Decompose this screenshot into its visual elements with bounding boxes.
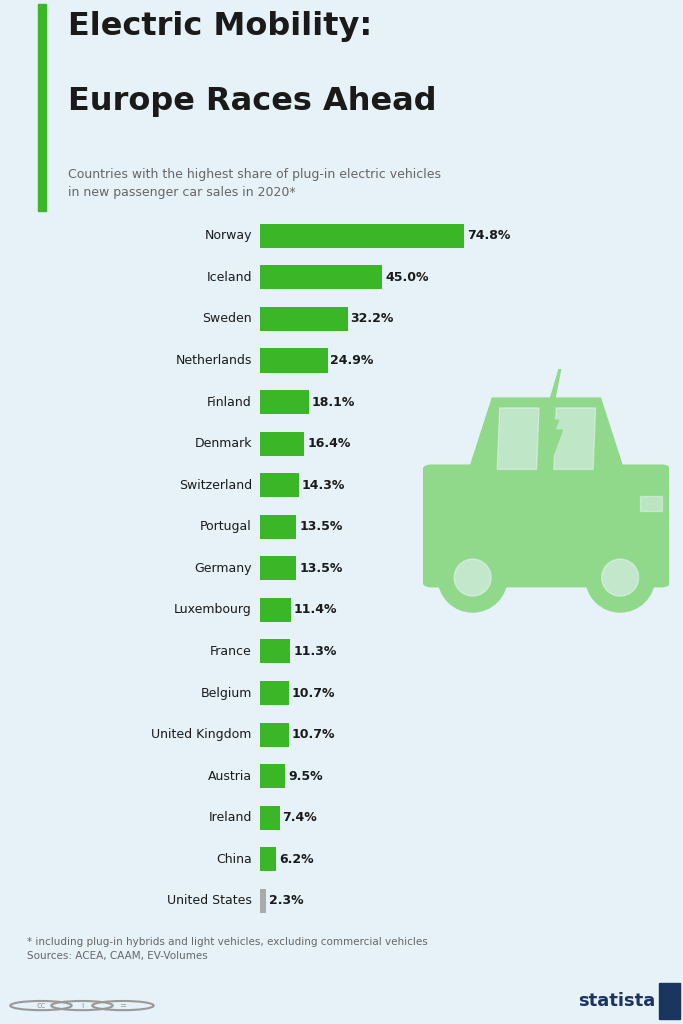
Bar: [260, 556, 296, 581]
Bar: [260, 307, 348, 331]
Text: United States: United States: [167, 894, 252, 907]
Bar: [260, 265, 382, 290]
Text: 74.8%: 74.8%: [466, 229, 510, 243]
Text: United Kingdom: United Kingdom: [152, 728, 252, 741]
Text: statista: statista: [579, 992, 656, 1011]
Polygon shape: [468, 398, 625, 474]
Text: 11.4%: 11.4%: [294, 603, 337, 616]
Text: 11.3%: 11.3%: [293, 645, 337, 658]
Bar: [659, 983, 680, 1019]
Text: Electric Mobility:: Electric Mobility:: [68, 10, 372, 42]
Bar: [260, 598, 291, 622]
Text: Portugal: Portugal: [200, 520, 252, 534]
Text: 18.1%: 18.1%: [311, 395, 355, 409]
Circle shape: [602, 559, 639, 596]
Bar: [260, 847, 277, 871]
Circle shape: [438, 543, 507, 612]
Text: i: i: [81, 1001, 83, 1010]
Text: Switzerland: Switzerland: [179, 478, 252, 492]
FancyBboxPatch shape: [421, 465, 672, 588]
Text: Netherlands: Netherlands: [176, 354, 252, 367]
Bar: [260, 515, 296, 539]
Text: Germany: Germany: [194, 562, 252, 574]
Polygon shape: [497, 408, 539, 469]
Text: 14.3%: 14.3%: [301, 478, 345, 492]
Text: Iceland: Iceland: [206, 271, 252, 284]
Polygon shape: [640, 497, 662, 511]
Text: Luxembourg: Luxembourg: [174, 603, 252, 616]
Bar: [260, 806, 280, 829]
Text: Europe Races Ahead: Europe Races Ahead: [68, 86, 437, 117]
Text: France: France: [210, 645, 252, 658]
Text: Sweden: Sweden: [202, 312, 252, 326]
Bar: [260, 764, 285, 788]
Text: =: =: [120, 1001, 126, 1010]
Text: Ireland: Ireland: [208, 811, 252, 824]
Text: 7.4%: 7.4%: [283, 811, 317, 824]
Polygon shape: [533, 354, 563, 484]
Bar: [260, 723, 289, 746]
Bar: [260, 639, 290, 664]
Text: cc: cc: [36, 1001, 46, 1010]
Text: 9.5%: 9.5%: [288, 770, 323, 782]
Text: 13.5%: 13.5%: [299, 520, 343, 534]
Text: 6.2%: 6.2%: [279, 853, 313, 865]
Text: 2.3%: 2.3%: [268, 894, 303, 907]
Text: 24.9%: 24.9%: [331, 354, 374, 367]
Bar: [38, 4, 46, 211]
Bar: [260, 473, 298, 498]
Text: 10.7%: 10.7%: [292, 686, 335, 699]
Text: * including plug-in hybrids and light vehicles, excluding commercial vehicles
So: * including plug-in hybrids and light ve…: [27, 937, 428, 961]
Text: Denmark: Denmark: [194, 437, 252, 451]
Bar: [260, 348, 328, 373]
Text: 13.5%: 13.5%: [299, 562, 343, 574]
Text: 16.4%: 16.4%: [307, 437, 350, 451]
Bar: [260, 431, 305, 456]
Bar: [260, 889, 266, 912]
Text: 45.0%: 45.0%: [385, 271, 429, 284]
Bar: [260, 681, 289, 706]
Text: Countries with the highest share of plug-in electric vehicles
in new passenger c: Countries with the highest share of plug…: [68, 168, 441, 199]
Circle shape: [454, 559, 491, 596]
Bar: [260, 390, 309, 414]
Text: Finland: Finland: [207, 395, 252, 409]
Text: Austria: Austria: [208, 770, 252, 782]
Circle shape: [586, 543, 654, 612]
Text: Norway: Norway: [204, 229, 252, 243]
Bar: [260, 224, 464, 248]
Polygon shape: [554, 408, 596, 469]
Text: 32.2%: 32.2%: [350, 312, 393, 326]
Text: 10.7%: 10.7%: [292, 728, 335, 741]
Text: China: China: [216, 853, 252, 865]
Text: Belgium: Belgium: [200, 686, 252, 699]
